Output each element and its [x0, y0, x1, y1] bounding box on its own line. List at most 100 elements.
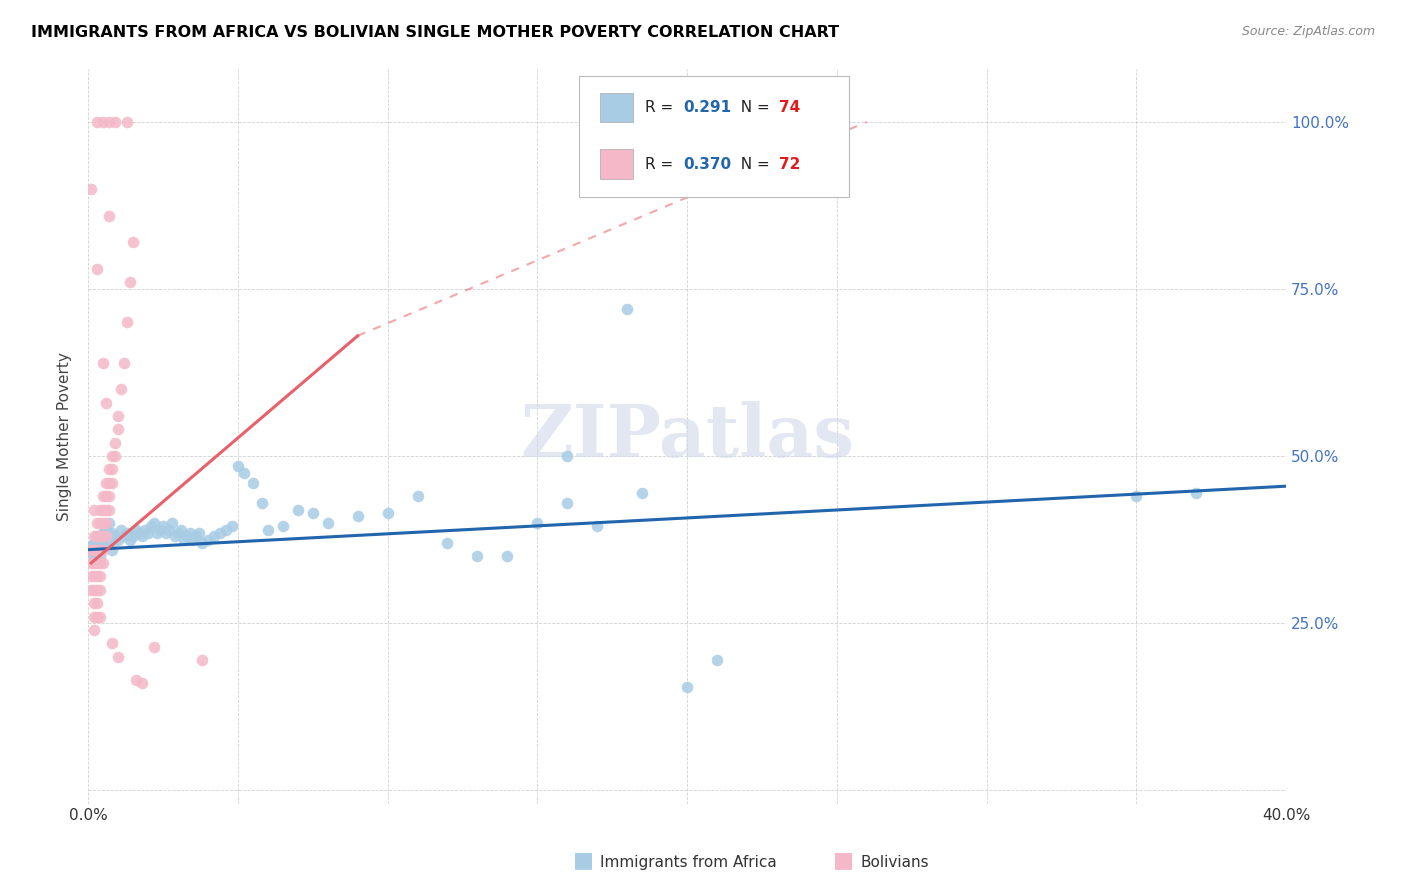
Point [86, 609, 108, 624]
Text: N =: N = [731, 100, 775, 115]
Point [184, 529, 207, 543]
Point [83, 552, 105, 566]
Text: 72: 72 [779, 157, 800, 171]
Point [91, 556, 114, 570]
Point [89, 516, 111, 530]
Point [98, 209, 121, 223]
Text: Bolivians: Bolivians [860, 855, 929, 870]
Point [346, 509, 368, 524]
Point [98, 533, 121, 547]
Point [98, 489, 121, 503]
Point [250, 496, 273, 510]
Point [1185, 486, 1208, 500]
Point [155, 525, 177, 540]
Point [232, 466, 254, 480]
Point [83, 582, 105, 597]
Point [586, 519, 609, 533]
Point [101, 636, 124, 650]
FancyBboxPatch shape [579, 76, 849, 197]
Point [101, 449, 124, 463]
Point [94, 395, 117, 409]
Point [104, 449, 127, 463]
Bar [599, 93, 633, 122]
Point [176, 529, 198, 543]
Point [83, 542, 105, 557]
Point [89, 533, 111, 547]
Point [181, 533, 204, 547]
Point [555, 449, 578, 463]
Point [139, 519, 162, 533]
Point [80, 569, 103, 583]
Point [83, 609, 105, 624]
Text: R =: R = [645, 157, 678, 171]
Point [80, 582, 103, 597]
Point [134, 523, 156, 537]
Point [136, 525, 159, 540]
Point [80, 182, 103, 196]
Point [86, 582, 108, 597]
Point [467, 549, 489, 564]
Point [89, 582, 111, 597]
Point [215, 523, 238, 537]
Point [631, 486, 654, 500]
Point [226, 459, 249, 474]
Text: N =: N = [731, 157, 775, 171]
Point [110, 523, 132, 537]
Text: ■: ■ [834, 850, 853, 870]
Point [86, 556, 108, 570]
Point [125, 673, 148, 687]
Point [86, 596, 108, 610]
Point [94, 489, 117, 503]
Point [202, 529, 225, 543]
Point [86, 262, 108, 277]
Point [89, 502, 111, 516]
Point [496, 549, 519, 564]
Point [256, 523, 278, 537]
Point [86, 569, 108, 583]
Point [83, 623, 105, 637]
Point [89, 609, 111, 624]
Point [706, 653, 728, 667]
Point [128, 525, 150, 540]
Point [1125, 489, 1147, 503]
Point [83, 502, 105, 516]
Point [101, 475, 124, 490]
Point [112, 529, 135, 543]
Point [271, 519, 294, 533]
Point [160, 516, 183, 530]
Point [98, 475, 121, 490]
Point [83, 596, 105, 610]
Point [173, 533, 195, 547]
Point [94, 475, 117, 490]
Point [91, 489, 114, 503]
Point [125, 523, 148, 537]
Point [377, 506, 399, 520]
Point [188, 525, 211, 540]
Point [122, 529, 145, 543]
Point [616, 302, 638, 317]
Point [555, 496, 578, 510]
Text: ZIPatlas: ZIPatlas [520, 401, 853, 472]
Point [86, 542, 108, 557]
Point [115, 316, 138, 330]
Point [406, 489, 429, 503]
Text: ■: ■ [574, 850, 593, 870]
Point [149, 523, 172, 537]
Text: Source: ZipAtlas.com: Source: ZipAtlas.com [1241, 25, 1375, 38]
Point [436, 536, 458, 550]
Point [107, 533, 129, 547]
Point [89, 549, 111, 564]
Point [107, 422, 129, 436]
Point [89, 556, 111, 570]
Point [120, 533, 142, 547]
Point [115, 115, 138, 129]
Point [104, 529, 127, 543]
Point [122, 235, 145, 250]
Point [83, 529, 105, 543]
Point [131, 529, 153, 543]
Point [242, 475, 264, 490]
Point [676, 680, 699, 694]
Point [112, 355, 135, 369]
Point [86, 516, 108, 530]
Point [526, 516, 548, 530]
